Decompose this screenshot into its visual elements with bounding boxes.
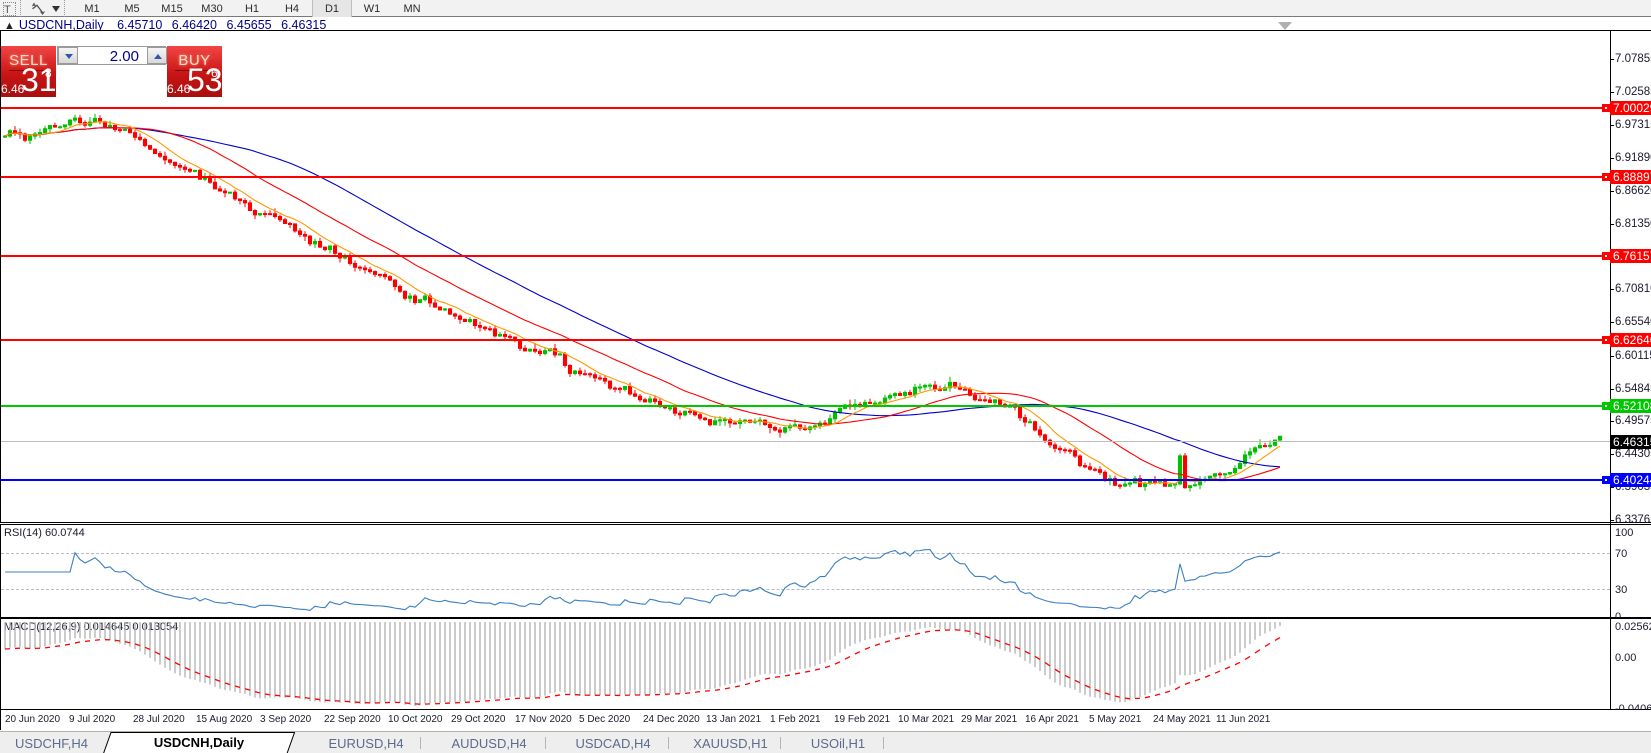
svg-text:T: T <box>4 4 11 15</box>
